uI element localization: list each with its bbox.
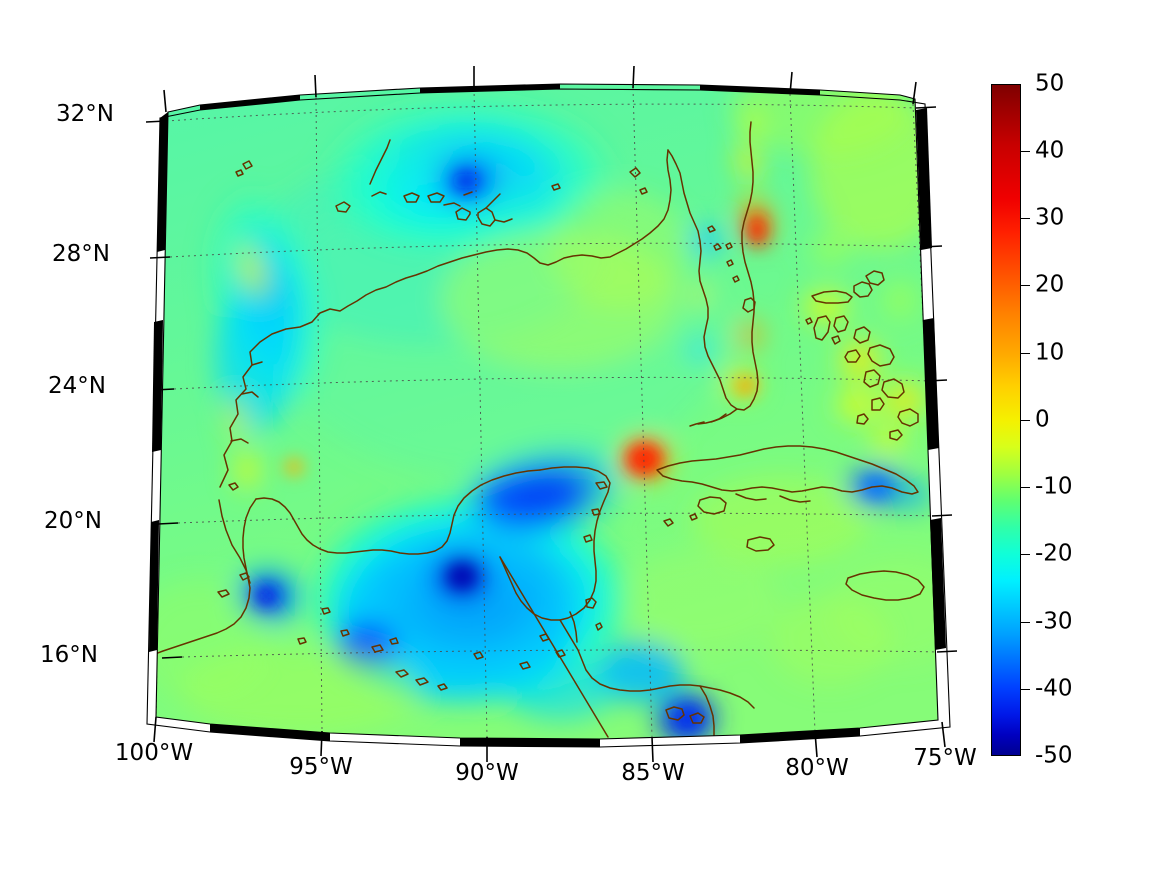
colorbar-label-40: 40 <box>1035 137 1065 164</box>
lat-label-28N: 28°N <box>52 241 110 267</box>
lon-label-100W: 100°W <box>114 740 194 766</box>
colorbar-label-m20: -20 <box>1035 540 1073 567</box>
field-fine-detail <box>255 173 889 732</box>
frame-left-segments <box>149 112 168 652</box>
colorbar-tick-10 <box>1021 353 1030 354</box>
colorbar-tick-m40 <box>1021 689 1030 690</box>
colorbar-label-m10: -10 <box>1035 473 1073 500</box>
colorbar-label-m40: -40 <box>1035 675 1073 702</box>
lat-label-32N: 32°N <box>56 101 114 127</box>
colorbar-tick-30 <box>1021 218 1030 219</box>
colorbar-tick-40 <box>1021 151 1030 152</box>
lon-label-75W: 75°W <box>913 745 977 771</box>
frame-right-segments <box>916 108 946 650</box>
colorbar-label-0: 0 <box>1035 406 1050 433</box>
colorbar-tick-m20 <box>1021 554 1030 555</box>
map-frame <box>145 65 958 763</box>
lat-label-20N: 20°N <box>44 508 102 534</box>
scalar-field <box>156 84 938 739</box>
lat-label-24N: 24°N <box>48 373 106 399</box>
colorbar-label-m30: -30 <box>1035 608 1073 635</box>
colorbar-label-m50: -50 <box>1035 742 1073 769</box>
coastlines <box>156 121 925 738</box>
colorbar-label-50: 50 <box>1035 70 1065 97</box>
frame-bottom-segments <box>210 724 860 747</box>
colorbar-tick-20 <box>1021 285 1030 286</box>
lon-label-90W: 90°W <box>455 760 519 786</box>
colorbar-gradient <box>991 84 1021 756</box>
lon-label-95W: 95°W <box>289 754 353 780</box>
lon-label-80W: 80°W <box>785 755 849 781</box>
frame-ticks <box>145 65 958 763</box>
colorbar-label-30: 30 <box>1035 204 1065 231</box>
colorbar-label-20: 20 <box>1035 271 1065 298</box>
lat-label-16N: 16°N <box>40 642 98 668</box>
colorbar-label-10: 10 <box>1035 339 1065 366</box>
colorbar-tick-m30 <box>1021 622 1030 623</box>
colorbar-tick-m10 <box>1021 487 1030 488</box>
colorbar-tick-0 <box>1021 420 1030 421</box>
lon-label-85W: 85°W <box>621 760 685 786</box>
